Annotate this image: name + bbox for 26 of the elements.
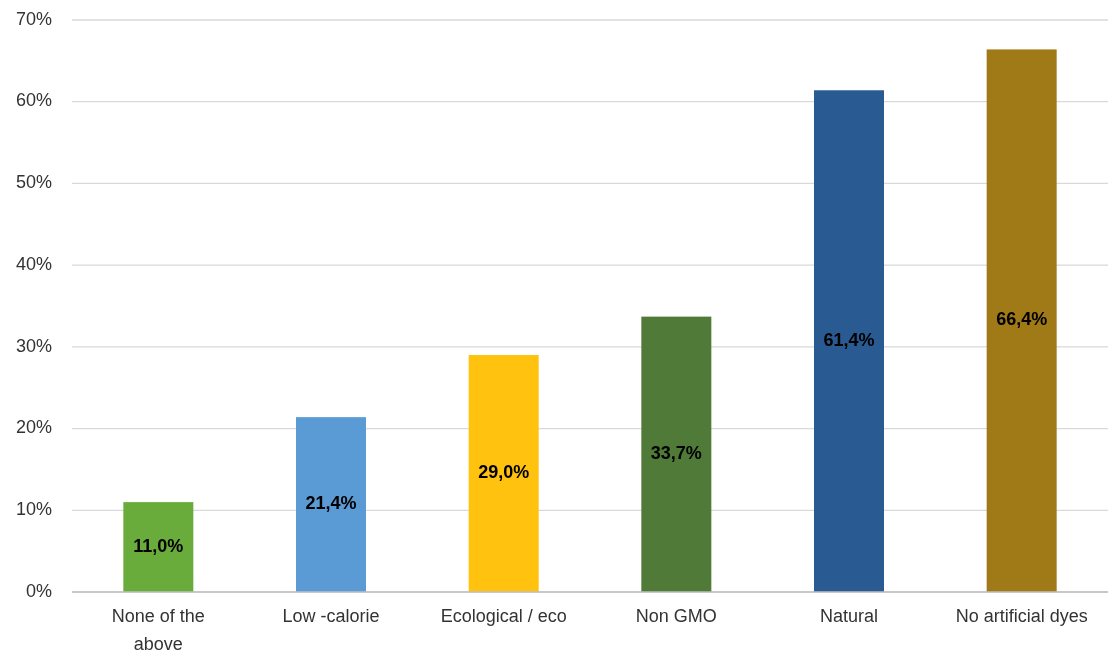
data-label: 66,4% [996, 309, 1048, 330]
bar [123, 502, 194, 592]
y-tick-label: 40% [15, 253, 52, 274]
y-tick-label: 60% [15, 90, 52, 111]
x-tick-label: Low -calorie [282, 606, 380, 626]
bar [468, 355, 539, 592]
x-tick-label: Non GMO [635, 606, 717, 626]
y-tick-label: 50% [15, 172, 52, 193]
bar [986, 49, 1057, 592]
bar [814, 90, 884, 592]
x-tick-label: None of the above [111, 606, 205, 654]
y-tick-label: 30% [15, 335, 52, 356]
y-tick-label: 10% [15, 499, 52, 520]
y-tick-label: 70% [15, 8, 52, 29]
x-tick-label: No artificial dyes [955, 606, 1088, 626]
x-tick-label: Ecological / eco [440, 606, 567, 626]
x-tick-label: Natural [819, 606, 879, 626]
data-label: 11,0% [133, 535, 184, 556]
y-tick-label: 0% [25, 580, 52, 601]
bar [641, 316, 712, 592]
data-label: 21,4% [305, 493, 357, 514]
data-label: 61,4% [823, 329, 875, 350]
data-label: 29,0% [478, 462, 530, 483]
bar [296, 417, 366, 592]
y-tick-label: 20% [15, 417, 52, 438]
data-label: 33,7% [650, 443, 702, 464]
